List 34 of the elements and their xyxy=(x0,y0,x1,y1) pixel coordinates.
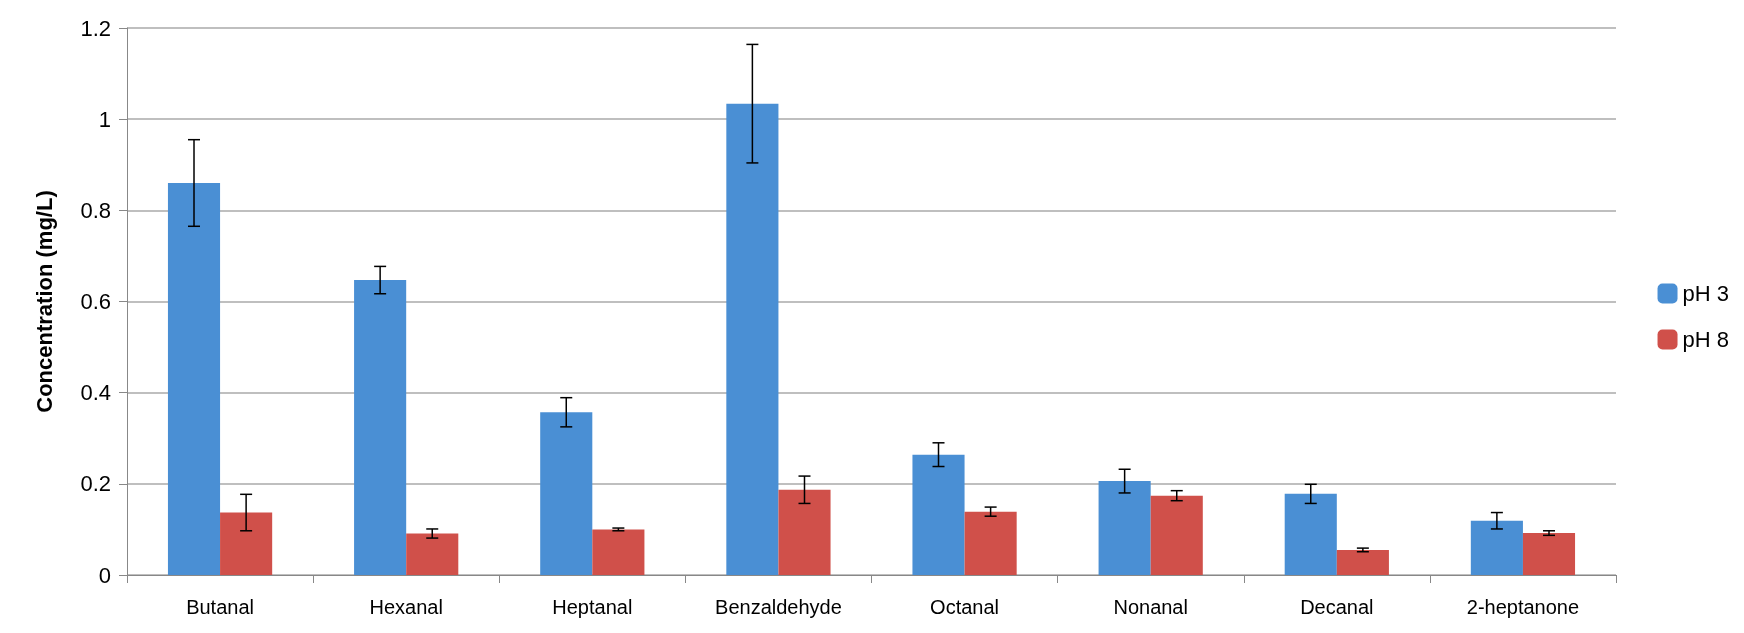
x-tick-label: Benzaldehyde xyxy=(715,596,842,618)
x-tick-label: Octanal xyxy=(930,596,1000,618)
bar xyxy=(912,454,965,575)
bar xyxy=(964,511,1017,575)
bar xyxy=(1470,520,1523,575)
y-tick-label: 0.4 xyxy=(80,380,111,406)
y-tick-label: 1.2 xyxy=(80,15,111,41)
y-tick-label: 0.2 xyxy=(80,471,111,497)
legend-label: pH 8 xyxy=(1682,327,1730,352)
bar xyxy=(726,103,779,575)
bar xyxy=(778,489,831,575)
bar xyxy=(540,412,593,575)
x-tick-label: Nonanal xyxy=(1113,596,1188,618)
bar xyxy=(354,280,407,575)
x-tick-label: Heptanal xyxy=(552,596,633,618)
x-tick-label: Butanal xyxy=(186,596,254,618)
bar xyxy=(1150,495,1203,575)
bar xyxy=(592,529,645,575)
bar xyxy=(1336,549,1389,575)
y-tick-label: 0.8 xyxy=(80,197,111,223)
x-tick-label: Hexanal xyxy=(369,596,443,618)
y-axis-title: Concentration (mg/L) xyxy=(31,190,57,413)
bar xyxy=(1284,493,1337,575)
y-tick-label: 0 xyxy=(98,562,111,588)
y-tick-label: 0.6 xyxy=(80,289,111,314)
bar xyxy=(167,182,221,575)
bar xyxy=(220,512,273,575)
x-tick-label: Decanal xyxy=(1300,596,1374,618)
bar xyxy=(1098,481,1151,575)
x-tick-label: 2-heptanone xyxy=(1466,596,1580,618)
y-tick-label: 1 xyxy=(98,106,111,132)
bar xyxy=(1522,533,1576,575)
legend-label: pH 3 xyxy=(1682,281,1730,306)
bar xyxy=(406,533,459,575)
